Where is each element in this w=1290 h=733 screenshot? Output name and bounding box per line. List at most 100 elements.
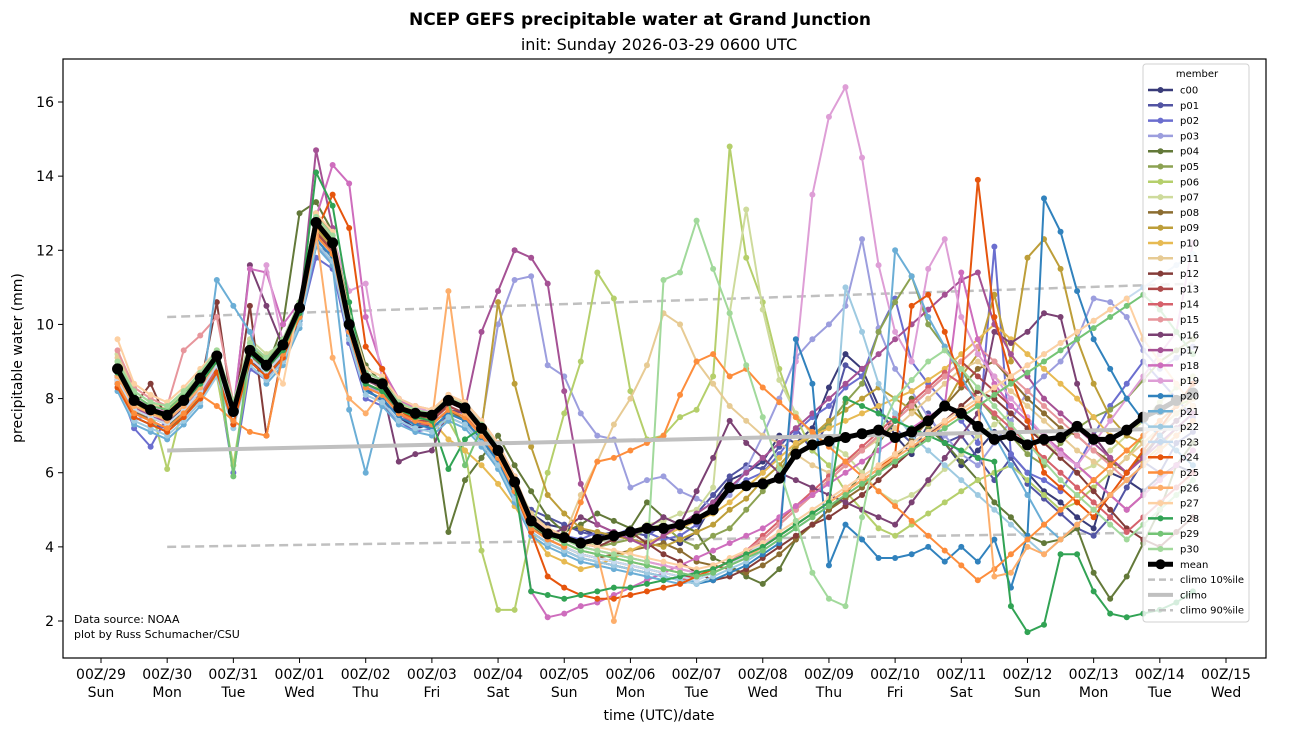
data-point-p17 [1057, 410, 1064, 417]
data-point-p28 [528, 588, 535, 595]
x-tick-day-label: Thu [815, 685, 842, 701]
data-point-mean [525, 515, 537, 527]
data-point-p06 [544, 469, 551, 476]
data-point-p29 [660, 566, 667, 573]
data-point-p16 [925, 477, 932, 484]
legend-item-p19: p19 [1148, 376, 1199, 387]
data-point-p06 [825, 462, 832, 469]
data-point-mean [955, 407, 967, 419]
data-point-p01 [726, 473, 733, 480]
data-point-p09 [710, 521, 717, 528]
data-point-p25 [1041, 521, 1048, 528]
data-point-p30 [842, 603, 849, 610]
data-point-p27 [1090, 317, 1097, 324]
data-point-p17 [1041, 395, 1048, 402]
data-point-p12 [792, 532, 799, 539]
data-point-c00 [1057, 499, 1064, 506]
data-point-p12 [1090, 488, 1097, 495]
data-point-p06 [610, 295, 617, 302]
data-point-p29 [1057, 347, 1064, 354]
data-point-p10 [577, 566, 584, 573]
data-point-mean [492, 444, 504, 456]
legend-label: p05 [1180, 162, 1199, 173]
legend-item-p12: p12 [1148, 269, 1199, 280]
data-point-mean [575, 537, 587, 549]
x-tick-label: 00Z/11 [936, 667, 986, 683]
data-point-p15 [908, 402, 915, 409]
data-point-p05 [859, 380, 866, 387]
data-point-mean [509, 476, 521, 488]
data-point-p24 [1074, 499, 1081, 506]
legend: member c00 p01 p02 p03 p04 p05 p06 p07 p08 p09 p10 p… [1142, 63, 1250, 623]
data-point-p09 [561, 510, 568, 517]
data-point-p15 [859, 447, 866, 454]
legend-label: p22 [1180, 422, 1199, 433]
data-point-mean [442, 394, 454, 406]
x-tick-label: 00Z/08 [738, 667, 788, 683]
legend-label: p29 [1180, 529, 1199, 540]
x-tick-label: 00Z/01 [275, 667, 325, 683]
x-tick-day-label: Mon [616, 685, 646, 701]
data-point-p27 [1123, 295, 1130, 302]
data-point-p30 [246, 339, 253, 346]
data-point-p06 [958, 488, 965, 495]
data-point-p30 [726, 310, 733, 317]
data-point-mean [277, 339, 289, 351]
data-point-p18 [561, 610, 568, 617]
data-point-p18 [809, 491, 816, 498]
data-point-p25 [594, 458, 601, 465]
data-point-p20 [1041, 195, 1048, 202]
data-point-p02 [974, 440, 981, 447]
data-point-p11 [610, 421, 617, 428]
data-point-p05 [743, 506, 750, 513]
data-point-p30 [825, 595, 832, 602]
data-point-p11 [710, 380, 717, 387]
data-point-p21 [230, 302, 237, 309]
data-point-p05 [1024, 451, 1031, 458]
data-point-p28 [842, 395, 849, 402]
data-point-p28 [445, 466, 452, 473]
data-point-mean [178, 394, 190, 406]
legend-item-p06: p06 [1148, 177, 1199, 188]
legend-marker [1157, 500, 1164, 507]
data-point-p25 [263, 432, 270, 439]
data-point-p05 [726, 525, 733, 532]
data-point-p16 [941, 454, 948, 461]
series-line-p16 [116, 223, 1194, 537]
data-point-p19 [925, 265, 932, 272]
data-point-p24 [544, 573, 551, 580]
data-point-p28 [594, 588, 601, 595]
data-point-p05 [759, 488, 766, 495]
data-point-p29 [461, 462, 468, 469]
data-point-p10 [461, 447, 468, 454]
legend-label: p04 [1180, 147, 1199, 158]
data-point-p01 [1090, 532, 1097, 539]
data-point-p20 [1123, 395, 1130, 402]
data-point-p08 [776, 551, 783, 558]
data-point-p15 [1041, 402, 1048, 409]
legend-label: climo [1180, 590, 1207, 601]
legend-marker [1157, 163, 1164, 170]
data-point-p03 [511, 276, 518, 283]
data-point-p15 [197, 332, 204, 339]
x-tick-label: 00Z/09 [804, 667, 854, 683]
legend-marker [1157, 178, 1164, 185]
data-point-p10 [478, 462, 485, 469]
data-point-p06 [627, 388, 634, 395]
data-point-mean [459, 402, 471, 414]
data-point-mean [211, 350, 223, 362]
data-point-p17 [842, 380, 849, 387]
data-point-p24 [263, 373, 270, 380]
data-point-p28 [974, 454, 981, 461]
data-point-mean [476, 422, 488, 434]
legend-item-p10: p10 [1148, 239, 1199, 250]
data-point-p29 [825, 503, 832, 510]
legend-label: p16 [1180, 330, 1199, 341]
data-point-p06 [710, 373, 717, 380]
data-point-p20 [809, 380, 816, 387]
data-point-mean [608, 530, 620, 542]
legend-label: p21 [1180, 407, 1199, 418]
data-point-p29 [941, 425, 948, 432]
data-point-p02 [1123, 380, 1130, 387]
data-point-p27 [1041, 351, 1048, 358]
